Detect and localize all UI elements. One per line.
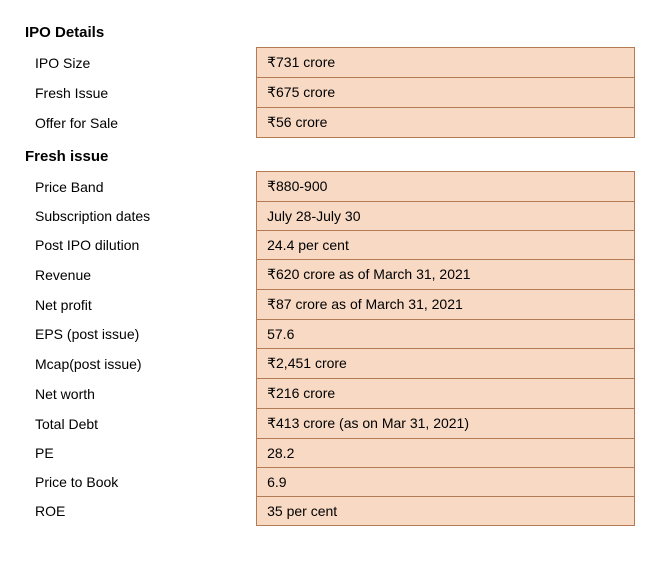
table-row: Mcap(post issue)₹2,451 crore xyxy=(25,349,635,379)
table-row: Total Debt₹413 crore (as on Mar 31, 2021… xyxy=(25,409,635,439)
table-row: IPO Size₹731 crore xyxy=(25,48,635,78)
section1-label: IPO Size xyxy=(25,48,257,78)
section2-label: Revenue xyxy=(25,260,257,290)
section2-value: 35 per cent xyxy=(257,497,635,526)
table-row: Price to Book6.9 xyxy=(25,468,635,497)
section2-label: PE xyxy=(25,439,257,468)
section2-label: Post IPO dilution xyxy=(25,231,257,260)
table-row: EPS (post issue)57.6 xyxy=(25,320,635,349)
section2-label: EPS (post issue) xyxy=(25,320,257,349)
section2-value: 57.6 xyxy=(257,320,635,349)
section2-label: Net profit xyxy=(25,290,257,320)
section2-value: ₹2,451 crore xyxy=(257,349,635,379)
section1-title: IPO Details xyxy=(25,24,635,41)
section2-label: Mcap(post issue) xyxy=(25,349,257,379)
table-row: Subscription datesJuly 28-July 30 xyxy=(25,202,635,231)
section1-value: ₹731 crore xyxy=(257,48,635,78)
section2-value: 24.4 per cent xyxy=(257,231,635,260)
table-row: Net profit₹87 crore as of March 31, 2021 xyxy=(25,290,635,320)
section2-label: Total Debt xyxy=(25,409,257,439)
table-row: Post IPO dilution24.4 per cent xyxy=(25,231,635,260)
section2-label: Net worth xyxy=(25,379,257,409)
table-row: PE28.2 xyxy=(25,439,635,468)
section2-value: 28.2 xyxy=(257,439,635,468)
table-row: Offer for Sale₹56 crore xyxy=(25,108,635,138)
section2-label: Price Band xyxy=(25,172,257,202)
section2-value: ₹880-900 xyxy=(257,172,635,202)
section1-table: IPO Size₹731 croreFresh Issue₹675 croreO… xyxy=(25,47,635,138)
section1-value: ₹675 crore xyxy=(257,78,635,108)
section2-table: Price Band₹880-900Subscription datesJuly… xyxy=(25,171,635,526)
table-row: Revenue₹620 crore as of March 31, 2021 xyxy=(25,260,635,290)
section1-label: Offer for Sale xyxy=(25,108,257,138)
table-row: ROE35 per cent xyxy=(25,497,635,526)
section2-label: Price to Book xyxy=(25,468,257,497)
table-row: Net worth₹216 crore xyxy=(25,379,635,409)
section2-value: ₹216 crore xyxy=(257,379,635,409)
table-row: Fresh Issue₹675 crore xyxy=(25,78,635,108)
section2-value: ₹87 crore as of March 31, 2021 xyxy=(257,290,635,320)
section2-title: Fresh issue xyxy=(25,148,635,165)
section1-label: Fresh Issue xyxy=(25,78,257,108)
section2-value: ₹413 crore (as on Mar 31, 2021) xyxy=(257,409,635,439)
section2-value: ₹620 crore as of March 31, 2021 xyxy=(257,260,635,290)
document-container: IPO Details IPO Size₹731 croreFresh Issu… xyxy=(0,0,660,556)
section2-value: 6.9 xyxy=(257,468,635,497)
section2-value: July 28-July 30 xyxy=(257,202,635,231)
section2-label: ROE xyxy=(25,497,257,526)
table-row: Price Band₹880-900 xyxy=(25,172,635,202)
section2-label: Subscription dates xyxy=(25,202,257,231)
section1-value: ₹56 crore xyxy=(257,108,635,138)
